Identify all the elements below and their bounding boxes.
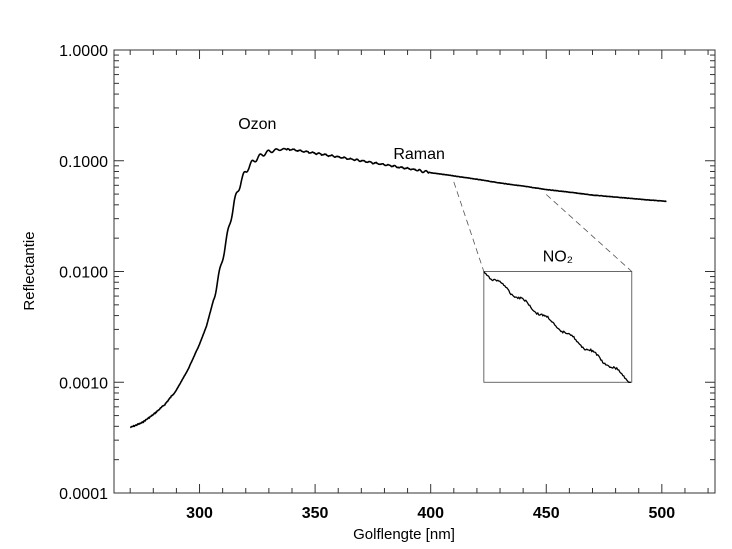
annotation-raman: Raman xyxy=(393,146,445,163)
x-tick-label: 400 xyxy=(417,505,444,522)
annotation-no2: NO₂ xyxy=(543,249,573,266)
x-tick-label: 300 xyxy=(186,505,213,522)
zoom-connectors xyxy=(453,181,633,272)
x-tick-label: 500 xyxy=(648,505,675,522)
y-axis: 0.0001 0.0010 0.0100 0.1000 1.0000 xyxy=(59,43,715,503)
zoom-connector-right xyxy=(545,194,633,272)
y-tick-label: 0.1000 xyxy=(59,154,108,171)
reflectance-series-line xyxy=(129,147,667,429)
no2-inset-frame xyxy=(483,271,633,383)
y-tick-label: 0.0001 xyxy=(59,486,108,503)
x-tick-label: 350 xyxy=(302,505,329,522)
x-axis-title: Golflengte [nm] xyxy=(353,526,455,543)
no2-inset-line xyxy=(483,271,631,383)
x-tick-label: 450 xyxy=(533,505,560,522)
zoom-connector-left xyxy=(453,181,485,272)
y-tick-label: 0.0100 xyxy=(59,265,108,282)
annotations: Ozon Raman NO₂ xyxy=(238,116,573,265)
y-axis-title: Reflectantie xyxy=(21,231,38,310)
x-axis: 300 350 400 450 500 xyxy=(129,50,709,522)
annotation-ozon: Ozon xyxy=(238,116,276,133)
y-tick-label: 1.0000 xyxy=(59,43,108,60)
y-tick-label: 0.0010 xyxy=(59,375,108,392)
